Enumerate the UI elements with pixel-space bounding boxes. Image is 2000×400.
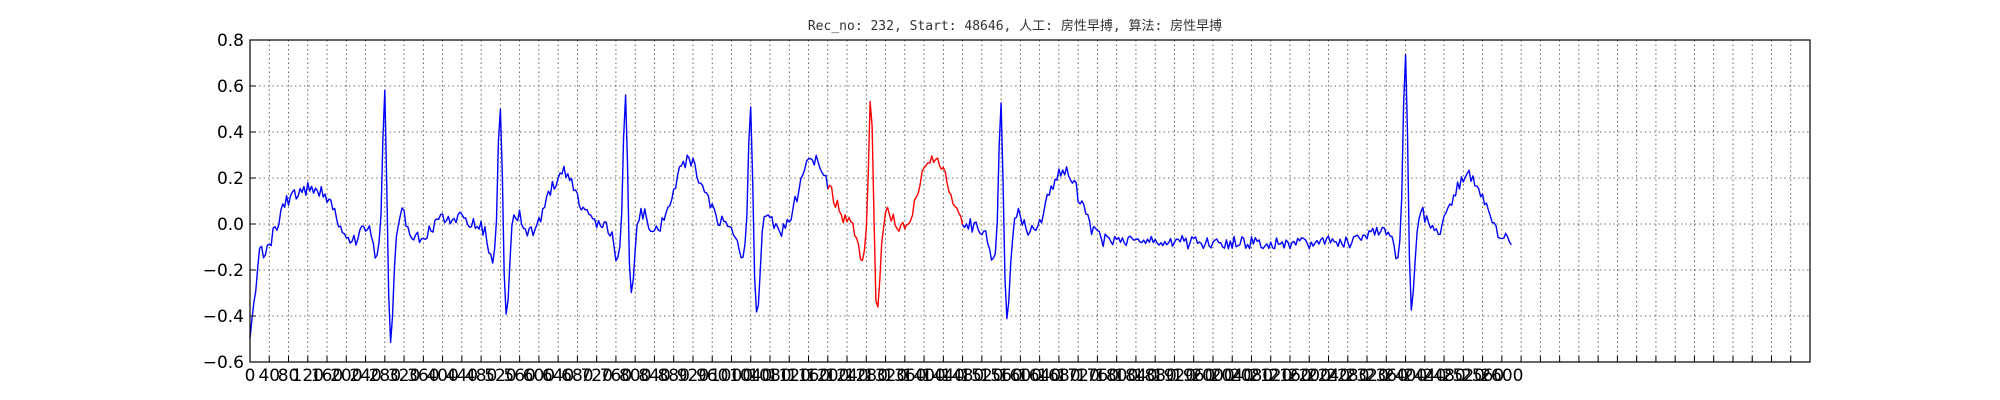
x-tick-label: 880	[657, 366, 689, 386]
x-tick-label: 360	[407, 366, 439, 386]
x-tick-label: 2440	[1403, 366, 1446, 386]
x-tick-label: 2120	[1249, 366, 1292, 386]
x-tick-label: 560	[503, 366, 535, 386]
x-tick-label: 1080	[748, 366, 791, 386]
x-tick-label: 1880	[1134, 366, 1177, 386]
ecg-series-line-a	[249, 89, 829, 344]
y-axis: −0.6 −0.4 −0.2 0.0 0.2 0.4 0.6 0.8	[203, 31, 256, 373]
x-tick-label: 1000	[710, 366, 753, 386]
x-tick-label: 1720	[1057, 366, 1100, 386]
x-tick-label: 80	[278, 366, 300, 386]
x-tick-label: 2480	[1422, 366, 1465, 386]
y-tick-label: −0.6	[203, 353, 244, 373]
x-tick-label: 2320	[1345, 366, 1388, 386]
x-tick-label: 1640	[1018, 366, 1061, 386]
y-tick-label: 0.0	[217, 215, 244, 235]
x-tick-label: 840	[638, 366, 670, 386]
x-tick-label: 1840	[1114, 366, 1157, 386]
x-tick-label: 1240	[825, 366, 868, 386]
x-tick-label: 1600	[999, 366, 1042, 386]
x-tick-label: 680	[561, 366, 593, 386]
y-tick-label: 0.2	[217, 169, 244, 189]
x-tick-label: 1480	[941, 366, 984, 386]
x-tick-label: 160	[311, 366, 343, 386]
plot-frame	[249, 39, 1811, 363]
x-tick-label: 1120	[768, 366, 811, 386]
x-tick-label: 760	[600, 366, 632, 386]
x-tick-label: 1800	[1095, 366, 1138, 386]
x-tick-label: 40	[258, 366, 280, 386]
x-tick-label: 1440	[922, 366, 965, 386]
x-tick-label: 2040	[1211, 366, 1254, 386]
x-tick-label: 2200	[1288, 366, 1331, 386]
x-tick-label: 2400	[1384, 366, 1427, 386]
x-tick-label: 0	[245, 366, 256, 386]
x-tick-label: 1680	[1037, 366, 1080, 386]
x-tick-label: 2000	[1191, 366, 1234, 386]
series-layer	[249, 54, 1513, 344]
x-tick-label: 1920	[1153, 366, 1196, 386]
ecg-series-line-b	[962, 54, 1513, 320]
y-tick-label: 0.8	[217, 31, 244, 51]
x-tick-label: 200	[330, 366, 362, 386]
x-tick-label: 320	[388, 366, 420, 386]
y-tick-label: 0.4	[217, 123, 244, 143]
x-tick-label: 2600	[1480, 366, 1523, 386]
x-tick-label: 1560	[979, 366, 1022, 386]
x-tick-label: 480	[465, 366, 497, 386]
x-tick-label: 1760	[1076, 366, 1119, 386]
x-tick-label: 1360	[883, 366, 926, 386]
x-tick-label: 2240	[1307, 366, 1350, 386]
x-tick-label: 2360	[1365, 366, 1408, 386]
x-tick-label: 1400	[902, 366, 945, 386]
x-tick-label: 120	[292, 366, 324, 386]
x-tick-label: 1200	[806, 366, 849, 386]
x-tick-label: 2560	[1461, 366, 1504, 386]
x-tick-label: 400	[426, 366, 458, 386]
x-axis: 0 408012016020024028032036040044048052056…	[245, 356, 1792, 386]
x-tick-label: 1280	[845, 366, 888, 386]
x-tick-label: 1320	[864, 366, 907, 386]
x-tick-label: 1040	[729, 366, 772, 386]
x-tick-label: 1160	[787, 366, 830, 386]
x-tick-label: 960	[696, 366, 728, 386]
x-tick-label: 240	[349, 366, 381, 386]
x-tick-label: 2280	[1326, 366, 1369, 386]
x-tick-label: 2520	[1442, 366, 1485, 386]
ecg-series-line-premature	[827, 100, 964, 308]
x-tick-label: 800	[619, 366, 651, 386]
x-tick-label: 2080	[1230, 366, 1273, 386]
x-tick-label: 520	[484, 366, 516, 386]
x-tick-label: 2160	[1268, 366, 1311, 386]
grid	[249, 39, 1810, 363]
y-tick-label: −0.2	[203, 261, 244, 281]
x-tick-label: 1520	[960, 366, 1003, 386]
x-tick-label: 600	[523, 366, 555, 386]
chart-title: Rec_no: 232, Start: 48646, 人工: 房性早搏, 算法:…	[808, 18, 1222, 34]
x-tick-label: 720	[580, 366, 612, 386]
y-tick-label: −0.4	[203, 307, 244, 327]
x-tick-label: 920	[677, 366, 709, 386]
x-tick-label: 640	[542, 366, 574, 386]
y-tick-label: 0.6	[217, 77, 244, 97]
x-tick-label: 280	[369, 366, 401, 386]
x-tick-label: 440	[446, 366, 478, 386]
x-tick-label: 1960	[1172, 366, 1215, 386]
